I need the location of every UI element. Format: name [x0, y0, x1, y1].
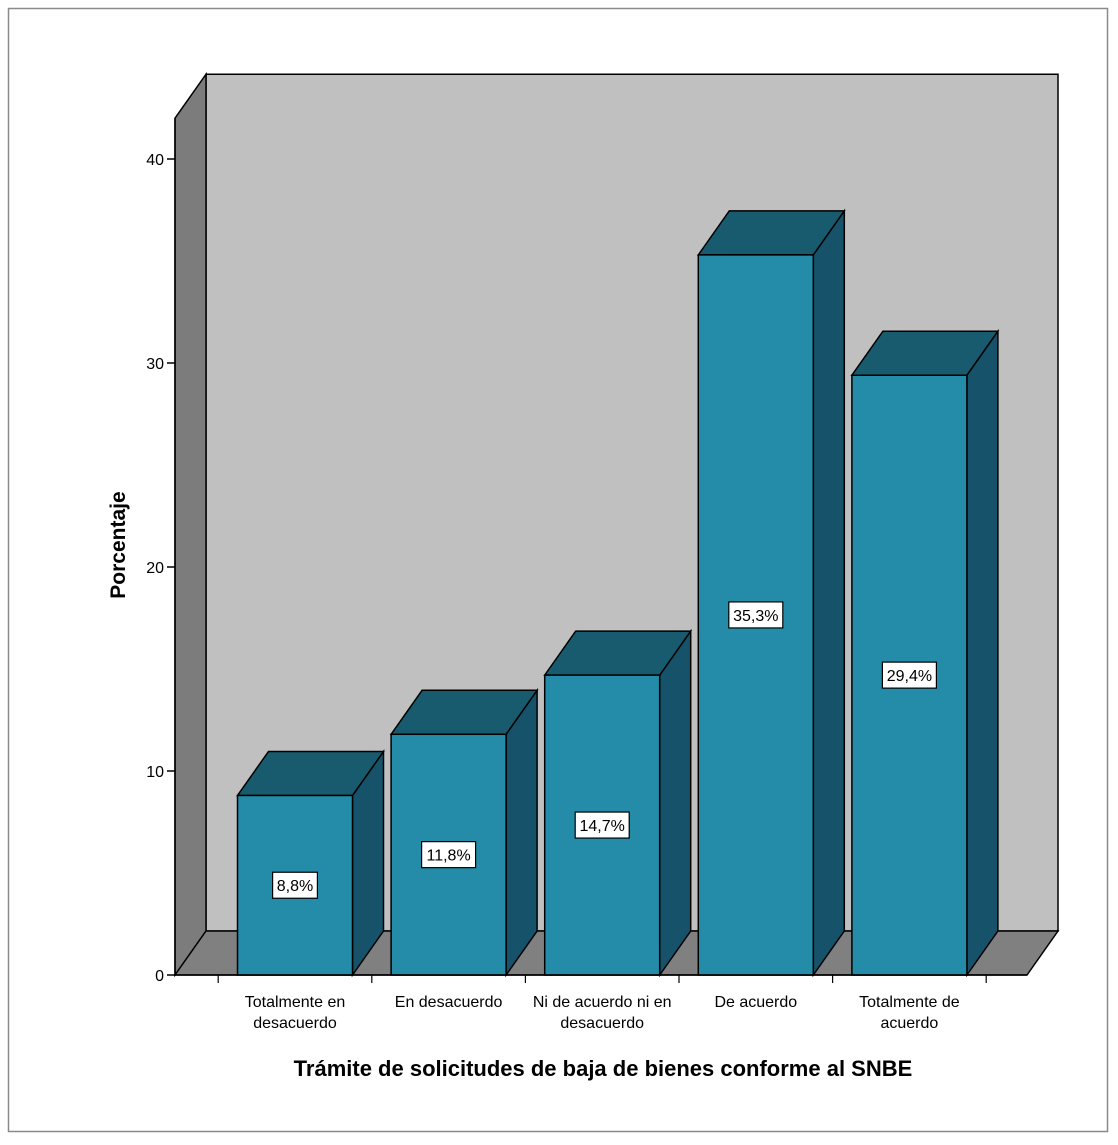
bar-side [966, 328, 999, 978]
bar-group: 35,3% [696, 208, 846, 978]
data-label: 35,3% [733, 608, 778, 625]
x-axis-title: Trámite de solicitudes de baja de bienes… [294, 1056, 913, 1081]
bar-side [812, 208, 846, 978]
bar-group: 29,4% [850, 328, 1000, 978]
data-label: 14,7% [580, 818, 625, 835]
data-label-box [728, 601, 784, 629]
y-axis: 0 10 20 30 40 [146, 118, 176, 985]
data-label: 8,8% [277, 878, 313, 895]
x-tick-label: Totalmente de acuerdo [859, 994, 960, 1032]
left-wall [174, 71, 207, 978]
data-label-box [272, 871, 319, 899]
x-tick-label: Totalmente en desacuerdo [245, 994, 346, 1032]
y-tick-label: 10 [146, 764, 164, 781]
x-tick-label: De acuerdo [714, 994, 797, 1011]
bar-group: 11,8% [389, 687, 539, 978]
data-label-box [574, 811, 630, 839]
x-axis: Totalmente en desacuerdo En desacuerdo Ni d… [175, 974, 1027, 1032]
y-tick-label: 30 [146, 356, 164, 373]
data-label: 11,8% [427, 848, 471, 865]
bar-group: 14,7% [543, 628, 693, 978]
y-axis-title: Porcentaje [107, 491, 130, 598]
y-tick-label: 0 [155, 968, 164, 985]
y-tick-label: 40 [146, 152, 164, 169]
bars: 8,8% 11,8% 14,7% 35,3% 29,4% [236, 208, 1000, 978]
data-label-box [421, 841, 477, 869]
bar-side [505, 687, 538, 978]
data-label-box [881, 661, 938, 689]
bar-side [658, 628, 692, 978]
data-label: 29,4% [887, 668, 932, 685]
x-tick-label: Ni de acuerdo ni en desacuerdo [533, 994, 672, 1032]
bar-group: 8,8% [236, 749, 385, 978]
x-tick-label: En desacuerdo [395, 994, 503, 1011]
y-tick-label: 20 [146, 560, 164, 577]
